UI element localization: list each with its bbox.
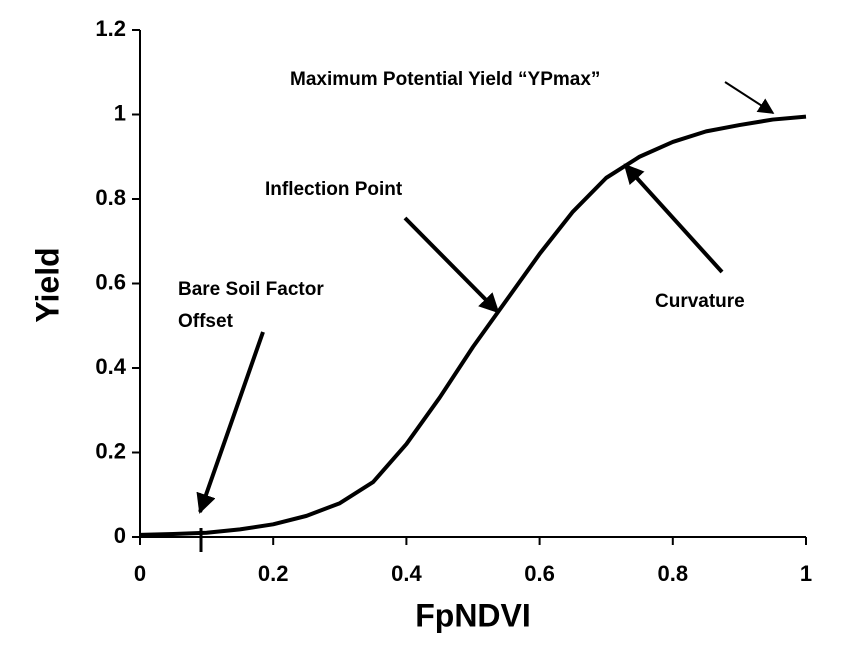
x-tick-label: 0.6 bbox=[524, 561, 555, 586]
y-tick-label: 0 bbox=[114, 523, 126, 548]
x-tick-label: 0 bbox=[134, 561, 146, 586]
x-tick-label: 1 bbox=[800, 561, 812, 586]
annotation: Bare Soil Factor bbox=[178, 279, 324, 300]
annotation: Inflection Point bbox=[265, 179, 403, 200]
y-tick-label: 0.2 bbox=[95, 438, 126, 463]
data-line bbox=[139, 114, 807, 537]
y-axis-label: Yield bbox=[29, 247, 65, 322]
annotation: Maximum Potential Yield “YPmax” bbox=[290, 69, 600, 90]
x-tick-label: 0.2 bbox=[258, 561, 289, 586]
y-tick-label: 1.2 bbox=[95, 16, 126, 41]
x-axis-label: FpNDVI bbox=[415, 597, 531, 633]
x-tick-label: 0.4 bbox=[391, 561, 422, 586]
arrow bbox=[623, 163, 724, 274]
arrow bbox=[403, 216, 500, 314]
arrow bbox=[196, 331, 265, 514]
y-tick-label: 0.6 bbox=[95, 269, 126, 294]
x-tick-label: 0.8 bbox=[658, 561, 689, 586]
y-tick-label: 0.4 bbox=[95, 354, 126, 379]
arrow bbox=[724, 81, 775, 114]
y-tick-label: 1 bbox=[114, 100, 126, 125]
y-tick-label: 0.8 bbox=[95, 185, 126, 210]
annotation: Curvature bbox=[655, 291, 745, 312]
annotation: Offset bbox=[178, 311, 234, 332]
